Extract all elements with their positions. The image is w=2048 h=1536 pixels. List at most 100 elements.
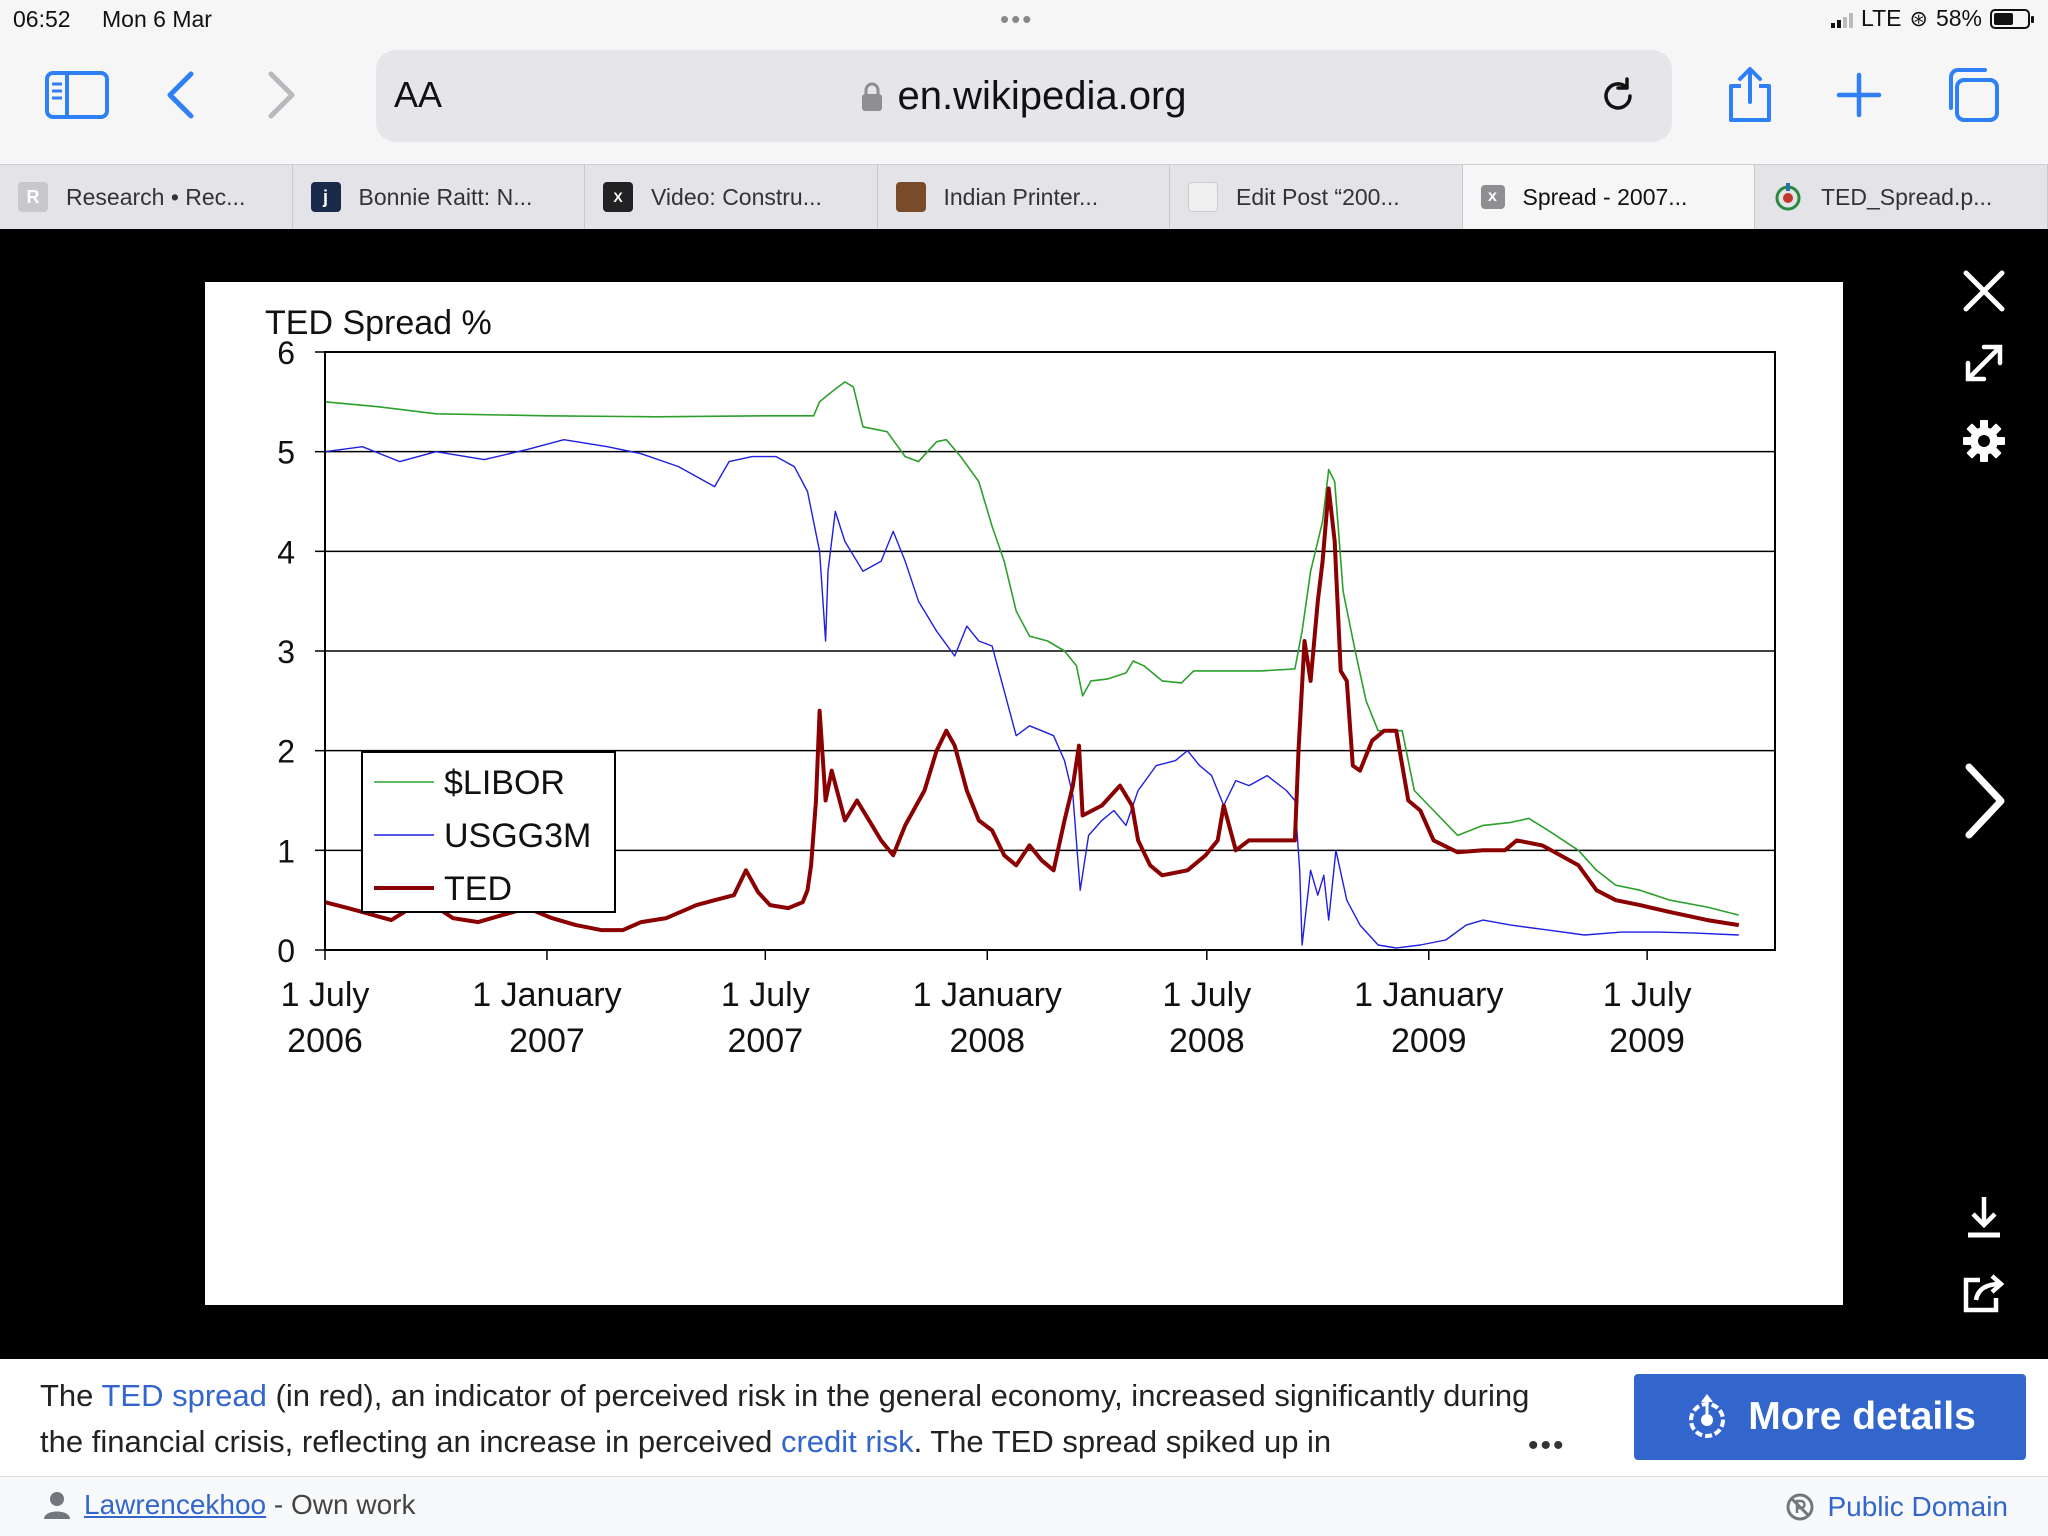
tab-label: Edit Post “200...	[1236, 183, 1400, 210]
forward-icon[interactable]	[262, 40, 302, 150]
x-tick-label: 1 January	[913, 976, 1062, 1014]
series-line-libor	[324, 381, 1739, 916]
image-caption: The TED spread (in red), an indicator of…	[0, 1359, 2048, 1476]
more-details-label: More details	[1748, 1395, 1976, 1438]
x-tick-label: 1 January	[472, 976, 621, 1014]
j-favicon-icon: j	[310, 182, 341, 212]
multitask-dots[interactable]: •••	[1000, 4, 1034, 34]
y-tick-label: 1	[277, 833, 295, 869]
open-external-icon[interactable]	[1960, 1269, 2008, 1317]
close-viewer-icon[interactable]	[1960, 267, 2008, 315]
back-icon[interactable]	[160, 40, 200, 150]
tab-edit-post[interactable]: Edit Post “200...	[1170, 165, 1463, 229]
close-tab-icon[interactable]: x	[1480, 185, 1505, 209]
caption-part: (in red), an indicator of perceived risk…	[40, 1378, 1530, 1459]
reader-aa-button[interactable]: AA	[394, 74, 442, 116]
legend-label: TED	[444, 870, 512, 908]
y-tick-label: 4	[277, 534, 295, 570]
x-tick-label: 1 July	[721, 976, 810, 1014]
ted-spread-chart: TED Spread % 0 1 2 3 4 5 6 1 July 2006 1 January 20…	[265, 304, 1776, 1060]
legend-box	[361, 751, 616, 913]
x-tick-label-year: 2009	[1609, 1022, 1685, 1060]
license-label: Public Domain	[1827, 1491, 2008, 1522]
sidebar-icon[interactable]	[44, 40, 110, 150]
status-date: Mon 6 Mar	[102, 6, 212, 32]
y-tick-label: 5	[277, 435, 295, 471]
expand-icon[interactable]	[1960, 339, 2008, 387]
user-icon	[44, 1492, 70, 1519]
x-tick-label: 1 January	[1354, 976, 1503, 1014]
caption-part: The	[40, 1378, 102, 1413]
tab-research[interactable]: R Research • Rec...	[0, 165, 293, 229]
tab-bonnie-raitt[interactable]: j Bonnie Raitt: N...	[293, 165, 585, 229]
packaging-favicon-icon	[1188, 182, 1218, 212]
x-tick-label-year: 2007	[727, 1022, 803, 1060]
series-line-ted	[324, 486, 1740, 933]
gear-icon[interactable]	[1960, 417, 2008, 465]
next-image-icon[interactable]	[1960, 761, 2008, 841]
author-link[interactable]: Lawrencekhoo	[84, 1489, 267, 1520]
aa-label: AA	[394, 74, 443, 115]
tab-label: Research • Rec...	[66, 183, 246, 210]
y-tick-label: 6	[277, 335, 295, 371]
ted-spread-link[interactable]: TED spread	[101, 1378, 267, 1413]
x-tick-label-year: 2006	[287, 1022, 363, 1060]
expand-caption-icon[interactable]: •••	[1528, 1429, 1566, 1462]
author-suffix: - Own work	[266, 1489, 416, 1520]
public-domain-icon	[1786, 1493, 1814, 1521]
plot-frame	[324, 351, 1776, 951]
new-tab-icon[interactable]	[1834, 40, 1884, 150]
status-time: 06:52	[13, 6, 71, 32]
address-bar[interactable]: AA en.wikipedia.org	[376, 50, 1672, 142]
license-link[interactable]: Public Domain	[1785, 1491, 2008, 1523]
wikimedia-commons-favicon-icon	[1773, 182, 1803, 212]
legend-label: $LIBOR	[444, 764, 565, 802]
tab-label: Video: Constru...	[651, 183, 822, 210]
network-label: LTE	[1861, 5, 1902, 31]
status-indicators: LTE ⊛ 58%	[1831, 5, 2034, 32]
more-details-button[interactable]: More details	[1634, 1374, 2026, 1460]
tab-bar: R Research • Rec... j Bonnie Raitt: N... X…	[0, 164, 2048, 229]
x-tick-label: 1 July	[1603, 976, 1692, 1014]
reload-icon[interactable]	[1598, 76, 1638, 121]
signal-icon	[1831, 10, 1854, 28]
orientation-lock-icon: ⊛	[1909, 5, 1928, 31]
attribution-footer: Lawrencekhoo - Own work Public Domain	[0, 1476, 2048, 1536]
y-tick-label: 2	[277, 734, 295, 770]
credit-risk-link[interactable]: credit risk	[780, 1424, 914, 1459]
chart-image: TED Spread % 0 1 2 3 4 5 6 1 July 2006 1 January 20…	[205, 282, 1843, 1305]
tab-video[interactable]: X Video: Constru...	[585, 165, 878, 229]
caption-part: . The TED spread spiked up in	[913, 1424, 1332, 1459]
x-tick-label-year: 2007	[509, 1022, 585, 1060]
video-favicon-icon: X	[603, 182, 633, 212]
tab-spread-active[interactable]: x Spread - 2007...	[1462, 165, 1755, 229]
tab-label: Spread - 2007...	[1522, 183, 1688, 210]
research-favicon-icon: R	[18, 182, 48, 212]
x-tick-label: 1 July	[281, 976, 370, 1014]
lock-icon	[862, 82, 883, 111]
y-tick-label: 0	[277, 933, 295, 969]
x-tick-label-year: 2008	[1169, 1022, 1245, 1060]
browser-toolbar: AA en.wikipedia.org	[0, 40, 2048, 164]
tab-indian-printer[interactable]: Indian Printer...	[878, 165, 1170, 229]
x-tick-label-year: 2008	[949, 1022, 1025, 1060]
tabs-overview-icon[interactable]	[1942, 40, 2002, 150]
battery-icon	[1990, 8, 2034, 29]
status-bar: 06:52 Mon 6 Mar ••• LTE ⊛ 58%	[0, 0, 2048, 40]
url-field[interactable]: en.wikipedia.org	[376, 74, 1672, 119]
download-icon[interactable]	[1960, 1193, 2008, 1241]
chart-title: TED Spread %	[265, 304, 492, 342]
x-tick-label-year: 2009	[1391, 1022, 1467, 1060]
tab-label: Bonnie Raitt: N...	[358, 183, 533, 210]
author-credit: Lawrencekhoo - Own work	[44, 1489, 415, 1521]
url-text: en.wikipedia.org	[897, 74, 1187, 118]
caption-text: The TED spread (in red), an indicator of…	[40, 1373, 1560, 1465]
media-viewer: TED Spread % 0 1 2 3 4 5 6 1 July 2006 1 January 20…	[0, 229, 2048, 1359]
commons-logo-icon	[1689, 1394, 1726, 1438]
battery-percent: 58%	[1935, 5, 1982, 31]
tab-ted-spread-file[interactable]: TED_Spread.p...	[1755, 165, 2048, 229]
legend-label: USGG3M	[444, 817, 591, 855]
share-icon[interactable]	[1722, 40, 1778, 150]
y-tick-label: 3	[277, 634, 295, 670]
series-line-usgg3m	[324, 438, 1739, 949]
